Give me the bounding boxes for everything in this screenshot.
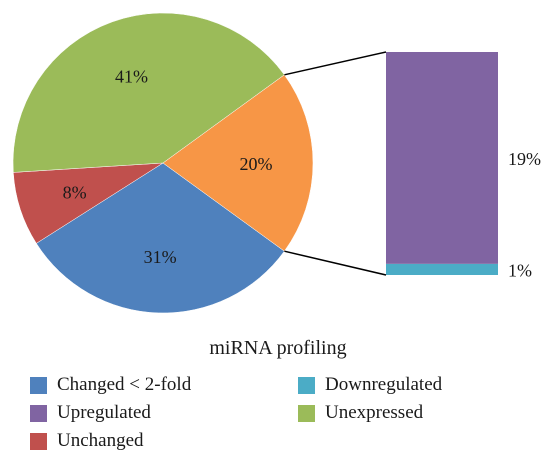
bar-data-label: 19% — [508, 149, 541, 169]
pie-slice-changed-2-fold — [162, 74, 314, 252]
connector-line-top — [284, 51, 387, 76]
legend-label: Upregulated — [57, 402, 151, 423]
pie-of-bar-chart: 31% 8% 41% 20% 1% 19% — [12, 12, 541, 314]
bar-data-label: 1% — [508, 260, 532, 280]
pie-data-label: 31% — [144, 247, 177, 267]
legend-swatch — [298, 404, 315, 422]
legend-swatch — [298, 376, 315, 394]
legend-swatch — [30, 376, 47, 394]
chart-title: miRNA profiling — [209, 337, 347, 359]
pie-data-label: 20% — [240, 154, 273, 174]
pie-data-label: 8% — [63, 183, 87, 203]
pie-slice-changed-2-fold — [36, 162, 285, 314]
legend-label: Unexpressed — [325, 402, 424, 423]
legend: Changed < 2-fold Downregulated Upregulat… — [30, 374, 550, 466]
legend-item-unexpressed: Unexpressed — [298, 402, 423, 424]
legend-label: Downregulated — [325, 374, 443, 395]
legend-swatch — [30, 404, 47, 422]
legend-item-downregulated: Downregulated — [298, 374, 442, 396]
connector-line-bottom — [284, 250, 387, 276]
legend-item-unchanged: Unchanged — [30, 430, 144, 452]
legend-item-changed-lt-2fold: Changed < 2-fold — [30, 374, 191, 396]
legend-item-upregulated: Upregulated — [30, 402, 151, 424]
legend-label: Changed < 2-fold — [57, 374, 192, 395]
legend-swatch — [30, 432, 47, 450]
bar-segment-downregulated — [386, 263, 498, 275]
pie-slice-unexpressed — [12, 12, 285, 173]
bar-segment-upregulated — [386, 52, 498, 264]
legend-label: Unchanged — [57, 430, 144, 451]
pie-data-label: 41% — [115, 67, 148, 87]
